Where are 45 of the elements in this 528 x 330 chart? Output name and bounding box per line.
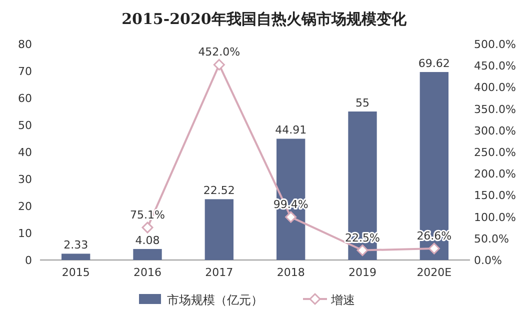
- y2-tick-label: 300.0%: [474, 124, 516, 138]
- bar: [62, 254, 90, 260]
- y-tick-label: 0: [25, 254, 32, 267]
- y-tick-label: 10: [18, 227, 32, 240]
- legend-label: 市场规模（亿元）: [167, 293, 263, 307]
- x-tick-label: 2019: [348, 266, 376, 279]
- y2-tick-label: 200.0%: [474, 168, 516, 181]
- point: [285, 211, 297, 223]
- bar: [204, 199, 234, 260]
- data-label: 22.52: [203, 184, 235, 198]
- x-tick-label: 2015: [62, 266, 90, 279]
- data-label: 75.1%: [130, 208, 165, 222]
- y-tick-label: 80: [18, 38, 32, 51]
- x-tick-label: 2020E: [416, 266, 452, 279]
- chart-title: 2015-2020年我国自热火锅市场规模变化: [122, 10, 408, 28]
- bar: [133, 248, 162, 260]
- point: [356, 244, 368, 256]
- x-tick-label: 2018: [276, 266, 305, 279]
- y2-tick-label: 450.0%: [474, 60, 516, 73]
- y2-tick-label: 400.0%: [474, 81, 516, 94]
- data-label: 55: [356, 96, 370, 110]
- legend-label: 增速: [330, 293, 355, 307]
- point: [142, 222, 154, 234]
- data-label: 4.08: [135, 234, 160, 247]
- data-label: 2.33: [64, 238, 88, 252]
- y-tick-label: 60: [18, 92, 32, 105]
- data-label: 452.0%: [198, 46, 240, 59]
- data-label: 44.91: [275, 124, 307, 137]
- y2-tick-label: 0.0%: [474, 254, 502, 267]
- data-label: 69.62: [418, 57, 450, 70]
- y2-tick-label: 500.0%: [474, 38, 516, 51]
- y2-tick-label: 350.0%: [474, 102, 516, 116]
- y-tick-label: 70: [18, 65, 32, 78]
- y-tick-label: 20: [18, 200, 32, 213]
- y-tick-label: 40: [18, 146, 32, 159]
- x-tick-label: 2016: [134, 266, 162, 279]
- y2-tick-label: 50.0%: [474, 232, 509, 246]
- y2-tick-label: 100.0%: [474, 210, 516, 224]
- y2-tick-label: 250.0%: [474, 146, 516, 159]
- y-tick-label: 50: [18, 119, 32, 132]
- y2-tick-label: 150.0%: [474, 189, 516, 202]
- y-tick-label: 30: [18, 173, 32, 186]
- point: [428, 242, 440, 254]
- x-tick-label: 2017: [205, 266, 234, 279]
- point: [213, 58, 225, 70]
